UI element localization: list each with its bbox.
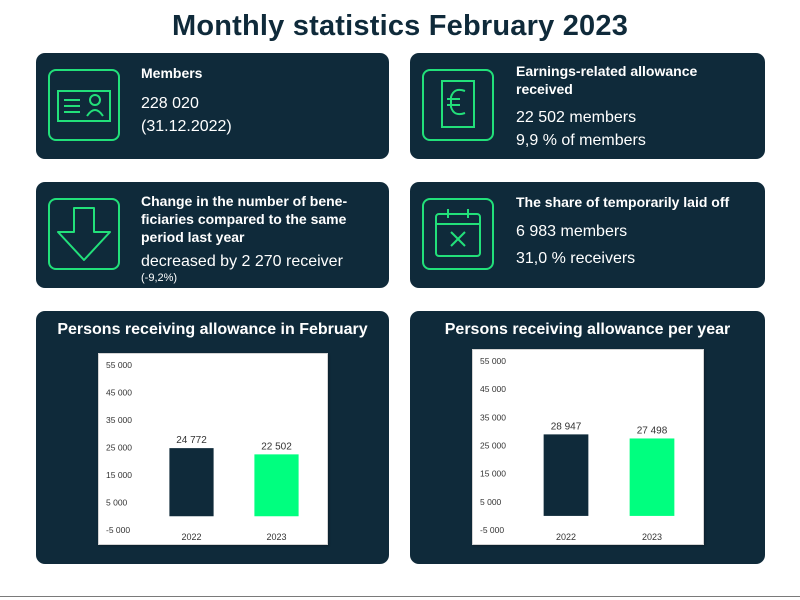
bar-chart-february: 55 000 45 000 35 000 25 000 15 000 5 000 -5 00… (106, 360, 299, 542)
euro-icon (422, 69, 494, 141)
y-tick-label: 35 000 (106, 415, 132, 425)
change-value: decreased by 2 270 receiver (141, 253, 343, 270)
members-heading: Members (141, 65, 203, 81)
chart-plot-february: 55 000 45 000 35 000 25 000 15 000 5 000 -5 00… (98, 353, 328, 545)
down-arrow-icon (48, 198, 120, 270)
laidoff-members: 6 983 members (516, 223, 628, 240)
earnings-members: 22 502 members (516, 109, 637, 126)
laidoff-card: The share of temporarily laid off 6 983 … (410, 182, 765, 288)
chart-plot-per-year: 55 000 45 000 35 000 25 000 15 000 5 000 -5 00… (472, 349, 704, 545)
page-title: Monthly statistics February 2023 (171, 10, 629, 42)
x-tick-label: 2022 (181, 532, 201, 542)
change-heading-1: Change in the number of bene- (141, 193, 348, 209)
x-tick-label: 2023 (642, 532, 662, 542)
bottom-divider (0, 596, 800, 597)
y-tick-label: 35 000 (480, 412, 506, 422)
data-label: 22 502 (261, 441, 292, 452)
data-label: 24 772 (176, 435, 207, 446)
y-tick-label: 25 000 (480, 441, 506, 451)
y-tick-label: 55 000 (106, 360, 132, 370)
earnings-heading-2: received (516, 81, 573, 97)
y-tick-label: -5 000 (106, 525, 130, 535)
calendar-x-icon (422, 198, 494, 270)
x-tick-label: 2023 (266, 532, 286, 542)
chart-title-per-year: Persons receiving allowance per year (444, 321, 731, 338)
y-tick-label: 55 000 (480, 356, 506, 366)
earnings-heading-1: Earnings-related allowance (516, 63, 698, 79)
change-card: Change in the number of bene- ficiaries … (36, 182, 389, 288)
y-tick-label: 45 000 (106, 388, 132, 398)
earnings-share: 9,9 % of members (516, 132, 646, 149)
bar-2022 (169, 448, 214, 517)
change-heading-3: period last year (141, 229, 245, 245)
bar-2022 (543, 434, 589, 516)
change-percent: (-9,2%) (141, 272, 178, 284)
y-tick-label: 15 000 (480, 469, 506, 479)
members-date: (31.12.2022) (141, 118, 232, 135)
chart-card-per-year: Persons receiving allowance per year 55 … (410, 311, 765, 564)
data-label: 27 498 (637, 425, 668, 436)
earnings-card: Earnings-related allowance received 22 5… (410, 53, 765, 159)
bar-2023 (254, 454, 299, 517)
y-tick-label: 5 000 (480, 497, 502, 507)
members-card: Members 228 020 (31.12.2022) (36, 53, 389, 159)
data-label: 28 947 (551, 421, 582, 432)
laidoff-heading: The share of temporarily laid off (516, 194, 730, 210)
y-tick-label: 15 000 (106, 470, 132, 480)
y-tick-label: -5 000 (480, 525, 504, 535)
change-heading-2: ficiaries compared to the same (141, 211, 347, 227)
bar-chart-per-year: 55 000 45 000 35 000 25 000 15 000 5 000 -5 00… (480, 356, 675, 542)
y-tick-label: 5 000 (106, 498, 128, 508)
y-tick-label: 45 000 (480, 384, 506, 394)
id-card-icon (48, 69, 120, 141)
x-tick-label: 2022 (556, 532, 576, 542)
members-count: 228 020 (141, 95, 199, 112)
bar-2023 (629, 438, 675, 516)
chart-title-february: Persons receiving allowance in February (57, 321, 368, 338)
chart-card-february: Persons receiving allowance in February … (36, 311, 389, 564)
laidoff-share: 31,0 % receivers (516, 250, 636, 267)
y-tick-label: 25 000 (106, 443, 132, 453)
